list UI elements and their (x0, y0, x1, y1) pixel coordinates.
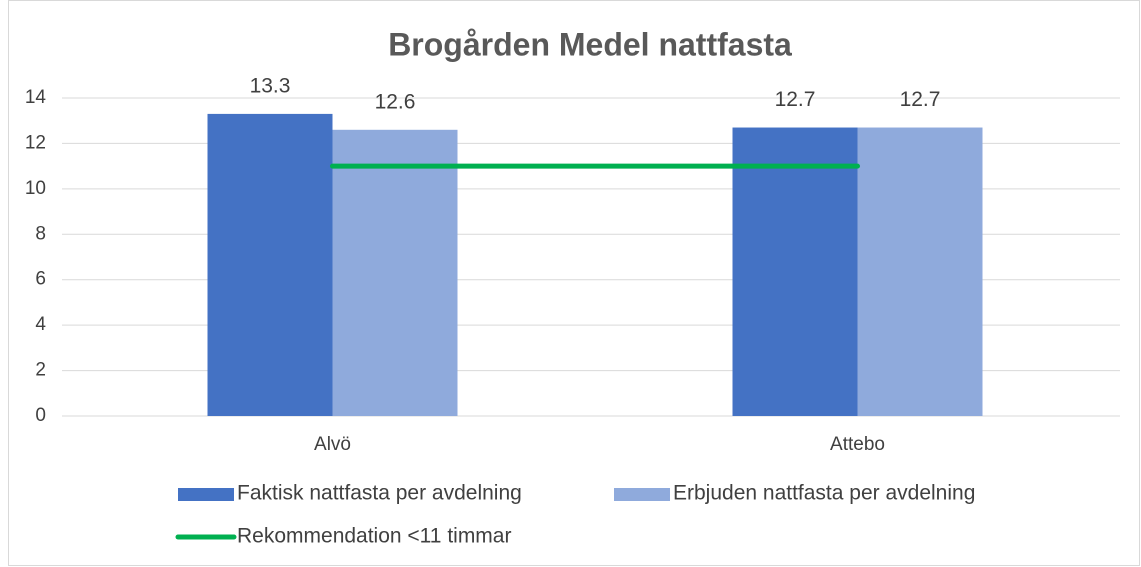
y-tick-label: 2 (35, 360, 46, 381)
chart-title: Brogården Medel nattfasta (388, 26, 792, 62)
y-tick-label: 8 (35, 223, 46, 244)
data-label: 12.6 (375, 90, 416, 113)
legend-swatch (178, 488, 234, 501)
y-tick-label: 4 (35, 314, 46, 335)
bar (207, 113, 333, 417)
data-label: 13.3 (250, 74, 291, 97)
y-tick-label: 12 (25, 132, 46, 153)
data-label: 12.7 (775, 88, 816, 111)
legend-swatch (614, 488, 670, 501)
y-tick-label: 10 (25, 178, 46, 199)
bar (332, 129, 458, 417)
x-tick-label: Alvö (314, 434, 351, 455)
bar (732, 127, 858, 417)
data-label: 12.7 (900, 88, 941, 111)
legend-label: Faktisk nattfasta per avdelning (237, 482, 522, 505)
y-tick-label: 0 (35, 405, 46, 426)
y-tick-label: 6 (35, 269, 46, 290)
legend-label: Rekommendation <11 timmar (237, 525, 511, 548)
x-tick-label: Attebo (830, 434, 885, 455)
legend-label: Erbjuden nattfasta per avdelning (673, 482, 975, 505)
bar (857, 127, 983, 417)
y-tick-label: 14 (25, 87, 47, 108)
